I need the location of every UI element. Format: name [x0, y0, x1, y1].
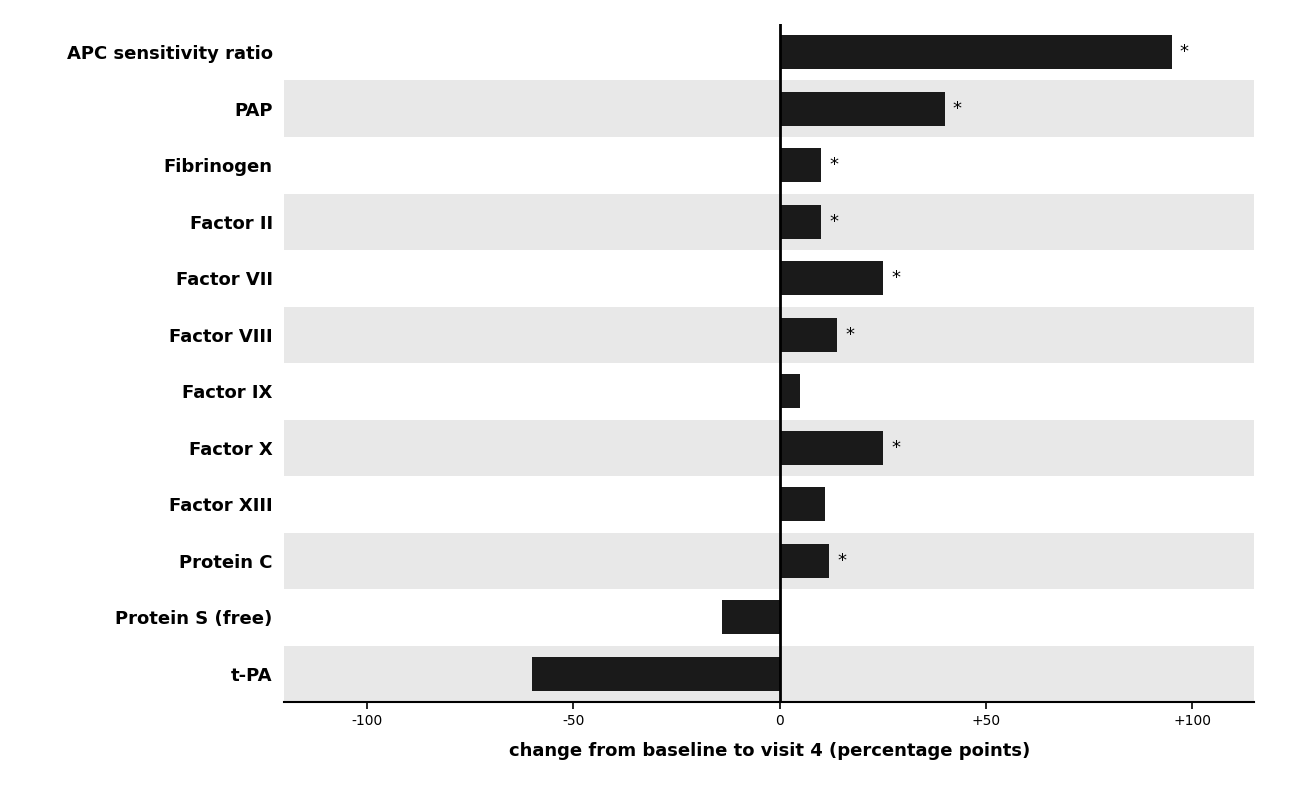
Bar: [780, 318, 838, 352]
Bar: [284, 646, 1254, 702]
Bar: [721, 601, 780, 634]
Bar: [780, 488, 825, 521]
Bar: [284, 363, 1254, 420]
Bar: [284, 250, 1254, 306]
Bar: [780, 262, 883, 295]
Bar: [284, 24, 1254, 81]
Bar: [780, 374, 800, 409]
X-axis label: change from baseline to visit 4 (percentage points): change from baseline to visit 4 (percent…: [508, 742, 1031, 760]
Bar: [780, 92, 945, 126]
Text: *: *: [891, 269, 900, 287]
Bar: [780, 544, 829, 578]
Text: *: *: [846, 326, 855, 344]
Text: *: *: [838, 552, 847, 570]
Bar: [284, 81, 1254, 137]
Bar: [780, 431, 883, 464]
Bar: [284, 589, 1254, 646]
Bar: [531, 657, 780, 691]
Bar: [780, 205, 821, 239]
Bar: [780, 35, 1171, 69]
Bar: [284, 476, 1254, 533]
Bar: [284, 194, 1254, 250]
Text: *: *: [1181, 43, 1190, 61]
Bar: [284, 137, 1254, 194]
Bar: [284, 306, 1254, 363]
Text: *: *: [953, 100, 962, 118]
Bar: [780, 148, 821, 182]
Bar: [284, 420, 1254, 476]
Text: *: *: [891, 439, 900, 457]
Bar: [284, 533, 1254, 589]
Text: *: *: [829, 156, 838, 174]
Text: *: *: [829, 213, 838, 231]
